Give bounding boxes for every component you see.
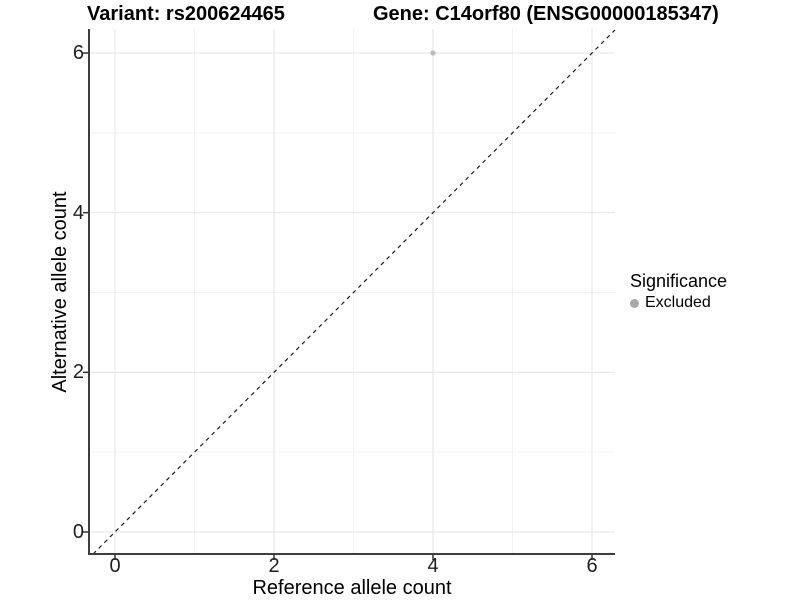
x-axis-title: Reference allele count xyxy=(252,577,452,599)
excluded-point-icon xyxy=(630,298,639,308)
y-tick-label: 4 xyxy=(72,201,84,224)
x-tick-label: 2 xyxy=(268,555,280,577)
x-tick-label: 0 xyxy=(109,555,121,577)
legend-entry-label: Excluded xyxy=(645,294,711,311)
plot-title-variant: Variant: rs200624465 xyxy=(87,3,285,25)
identity-line xyxy=(92,29,616,555)
y-tick-label: 2 xyxy=(72,361,84,384)
plot-title-gene: Gene: C14orf80 (ENSG00000185347) xyxy=(373,3,719,25)
legend: Significance Excluded xyxy=(630,270,727,312)
data-point xyxy=(430,50,436,56)
legend-title: Significance xyxy=(630,271,728,291)
y-tick-label: 6 xyxy=(72,42,84,65)
legend-entry-excluded: Excluded xyxy=(630,294,727,312)
y-tick-label: 0 xyxy=(72,521,84,543)
x-tick-label: 6 xyxy=(586,555,598,577)
x-tick-label: 4 xyxy=(427,555,439,577)
